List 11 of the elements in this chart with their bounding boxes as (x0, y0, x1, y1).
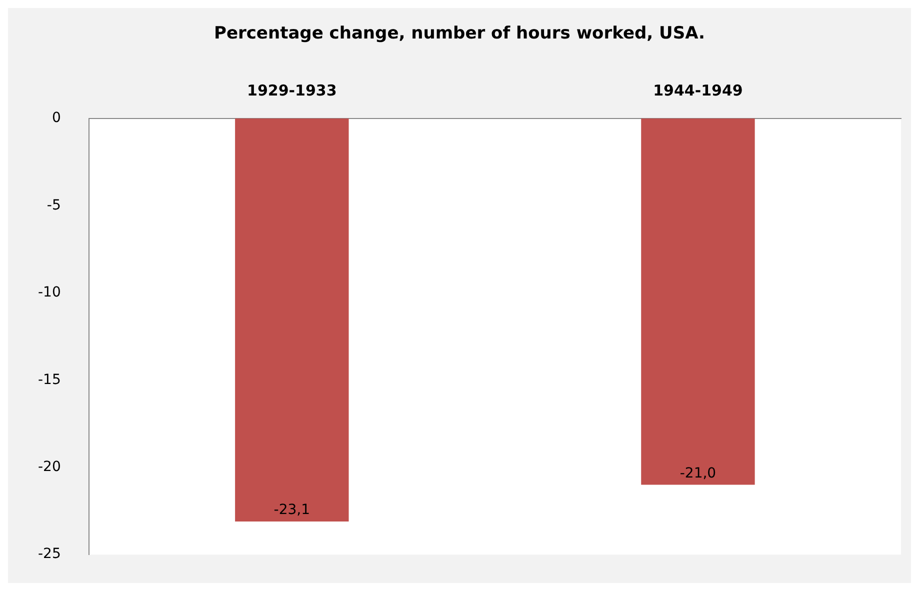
x-tick-label: 1944-1949 (653, 81, 743, 100)
x-tick-label: 1929-1933 (247, 81, 337, 100)
y-tick-label: -20 (38, 459, 61, 475)
chart-title: Percentage change, number of hours worked, USA. (214, 24, 706, 44)
y-tick-label: 0 (52, 110, 61, 126)
y-tick-label: -10 (38, 284, 61, 301)
data-label: -23,1 (274, 502, 310, 518)
y-tick-label: -15 (38, 372, 61, 388)
y-tick-label: -25 (38, 546, 61, 562)
y-tick-label: -5 (46, 197, 61, 214)
data-label: -21,0 (680, 465, 716, 482)
